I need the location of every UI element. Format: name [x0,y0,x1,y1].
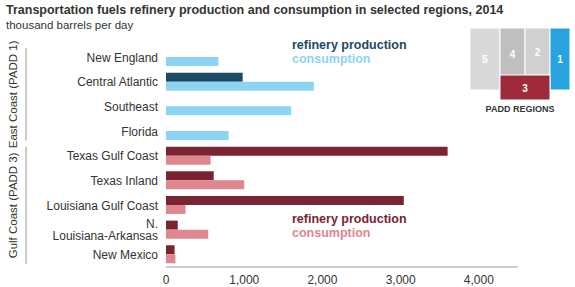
svg-text:2,000: 2,000 [307,273,337,287]
svg-text:New Mexico: New Mexico [93,248,159,262]
svg-text:Southeast: Southeast [104,100,159,114]
svg-text:Texas Inland: Texas Inland [91,174,158,188]
svg-text:Louisiana Gulf Coast: Louisiana Gulf Coast [47,199,159,213]
svg-text:N.Louisiana-Arkansas: N.Louisiana-Arkansas [53,217,158,243]
html-text:thousand barrels per day: thousand barrels per day [6,19,134,31]
svg-text:4: 4 [510,49,516,60]
html-text:refinery production: refinery production [292,212,407,226]
svg-text:Texas Gulf Coast: Texas Gulf Coast [67,149,159,163]
svg-text:3,000: 3,000 [386,273,416,287]
svg-text:0: 0 [163,273,170,287]
svg-text:Central Atlantic: Central Atlantic [77,75,158,89]
svg-text:East Coast (PADD 1): East Coast (PADD 1) [8,40,19,148]
svg-text:5: 5 [482,54,488,65]
svg-text:New England: New England [87,51,158,65]
html-text:Transportation fuels refinery: Transportation fuels refinery production… [6,3,504,17]
html-text:consumption: consumption [292,52,371,66]
svg-text:1: 1 [557,54,563,65]
svg-text:PADD REGIONS: PADD REGIONS [486,104,555,114]
svg-text:1,000: 1,000 [229,273,259,287]
html-text:refinery production: refinery production [292,38,407,52]
svg-text:Gulf Coast (PADD 3): Gulf Coast (PADD 3) [8,152,19,258]
svg-text:2: 2 [535,47,541,58]
svg-text:4,000: 4,000 [464,273,494,287]
html-text:consumption: consumption [292,226,371,240]
svg-text:3: 3 [522,83,528,94]
svg-text:Florida: Florida [121,125,158,139]
